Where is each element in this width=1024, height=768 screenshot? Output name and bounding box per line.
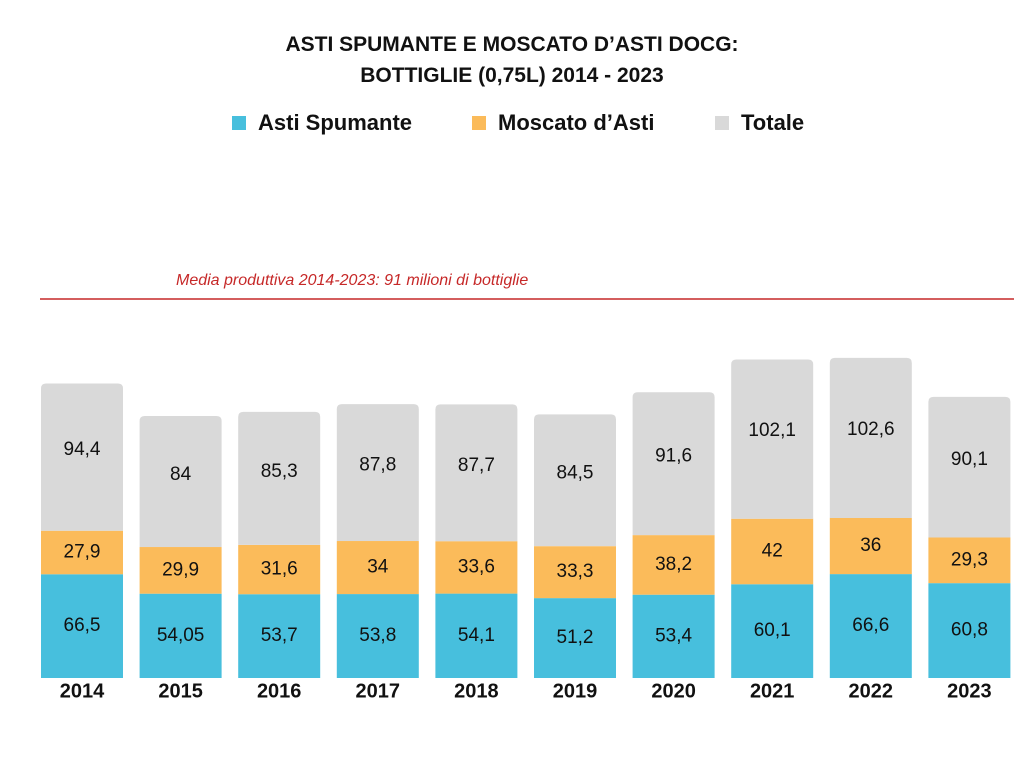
- value-label-moscato-dasti-2015: 29,9: [162, 559, 199, 580]
- x-tick-label-2023: 2023: [947, 680, 992, 702]
- bar-moscato-dasti-2015: [139, 547, 222, 594]
- value-label-totale-2016: 85,3: [261, 461, 298, 482]
- bar-asti-spumante-2014: [41, 574, 123, 678]
- value-label-totale-2015: 84: [170, 464, 192, 485]
- bar-totale-2017: [336, 404, 419, 542]
- bar-totale-2022: [829, 357, 912, 518]
- value-label-totale-2018: 87,7: [458, 455, 495, 476]
- average-line-label: Media produttiva 2014-2023: 91 milioni d…: [176, 272, 529, 289]
- value-label-asti-spumante-2022: 66,6: [852, 615, 889, 636]
- x-tick-label-2014: 2014: [60, 680, 105, 702]
- x-tick-label-2015: 2015: [158, 680, 203, 702]
- x-tick-label-2022: 2022: [849, 680, 894, 702]
- x-tick-label-2020: 2020: [651, 680, 696, 702]
- value-label-totale-2022: 102,6: [847, 419, 895, 440]
- legend-swatch-totale: [715, 116, 729, 130]
- bar-moscato-dasti-2023: [928, 537, 1011, 584]
- value-label-asti-spumante-2015: 54,05: [157, 625, 205, 646]
- bar-asti-spumante-2017: [336, 594, 419, 678]
- x-tick-label-2017: 2017: [356, 680, 401, 702]
- value-label-moscato-dasti-2016: 31,6: [261, 559, 298, 580]
- value-label-asti-spumante-2021: 60,1: [754, 620, 791, 641]
- value-label-asti-spumante-2014: 66,5: [64, 615, 101, 636]
- bar-asti-spumante-2016: [238, 594, 321, 678]
- chart-title-line2: BOTTIGLIE (0,75L) 2014 - 2023: [360, 64, 664, 87]
- value-label-totale-2021: 102,1: [748, 420, 796, 441]
- legend-swatch-moscato-dasti: [472, 116, 486, 130]
- legend-item-asti-spumante: Asti Spumante: [232, 106, 412, 140]
- x-tick-label-2019: 2019: [553, 680, 598, 702]
- value-label-asti-spumante-2020: 53,4: [655, 625, 692, 646]
- bar-asti-spumante-2020: [632, 594, 715, 678]
- bar-moscato-dasti-2019: [534, 546, 616, 599]
- value-label-moscato-dasti-2014: 27,9: [64, 542, 101, 563]
- value-label-moscato-dasti-2021: 42: [762, 540, 783, 561]
- bar-asti-spumante-2019: [534, 598, 616, 678]
- bar-totale-2020: [632, 392, 715, 536]
- x-tick-label-2018: 2018: [454, 680, 499, 702]
- bar-totale-2021: [731, 359, 814, 519]
- legend-item-totale: Totale: [715, 106, 804, 140]
- x-tick-label-2021: 2021: [750, 680, 795, 702]
- legend-item-moscato-dasti: Moscato d’Asti: [472, 106, 654, 140]
- legend: Asti Spumante Moscato d’Asti Totale: [0, 106, 1024, 140]
- value-label-asti-spumante-2017: 53,8: [359, 625, 396, 646]
- bar-totale-2015: [139, 415, 222, 548]
- bar-moscato-dasti-2014: [41, 530, 123, 575]
- bar-moscato-dasti-2022: [829, 517, 912, 575]
- legend-label-asti-spumante: Asti Spumante: [258, 110, 413, 135]
- value-label-moscato-dasti-2019: 33,3: [557, 561, 594, 582]
- value-label-asti-spumante-2019: 51,2: [557, 627, 594, 648]
- value-label-moscato-dasti-2022: 36: [860, 535, 881, 556]
- bar-asti-spumante-2018: [435, 593, 518, 678]
- value-label-totale-2014: 94,4: [64, 439, 101, 460]
- value-label-asti-spumante-2023: 60,8: [951, 620, 988, 641]
- value-label-moscato-dasti-2017: 34: [367, 557, 389, 578]
- x-tick-label-2016: 2016: [257, 680, 302, 702]
- bar-totale-2018: [435, 404, 518, 542]
- value-label-asti-spumante-2018: 54,1: [458, 625, 495, 646]
- chart-title-line1: ASTI SPUMANTE E MOSCATO D’ASTI DOCG:: [285, 33, 739, 56]
- bar-asti-spumante-2023: [928, 583, 1011, 678]
- value-label-totale-2017: 87,8: [359, 455, 396, 476]
- bar-asti-spumante-2021: [731, 584, 814, 678]
- bar-moscato-dasti-2020: [632, 535, 715, 595]
- bar-moscato-dasti-2017: [336, 541, 419, 595]
- bar-totale-2023: [928, 396, 1011, 538]
- value-label-moscato-dasti-2023: 29,3: [951, 549, 988, 570]
- value-label-totale-2019: 84,5: [557, 463, 594, 484]
- bar-asti-spumante-2022: [829, 574, 912, 678]
- value-label-totale-2023: 90,1: [951, 449, 988, 470]
- bar-asti-spumante-2015: [139, 593, 222, 678]
- value-label-totale-2020: 91,6: [655, 446, 692, 467]
- legend-label-moscato-dasti: Moscato d’Asti: [498, 110, 655, 135]
- bar-totale-2014: [41, 383, 123, 531]
- bar-totale-2016: [238, 411, 321, 545]
- legend-swatch-asti-spumante: [232, 116, 246, 130]
- value-label-moscato-dasti-2020: 38,2: [655, 554, 692, 575]
- value-label-moscato-dasti-2018: 33,6: [458, 556, 495, 577]
- bar-totale-2019: [534, 414, 616, 547]
- bar-moscato-dasti-2018: [435, 541, 518, 594]
- bar-moscato-dasti-2021: [731, 518, 814, 585]
- value-label-asti-spumante-2016: 53,7: [261, 625, 298, 646]
- bar-moscato-dasti-2016: [238, 544, 321, 595]
- legend-label-totale: Totale: [741, 110, 805, 135]
